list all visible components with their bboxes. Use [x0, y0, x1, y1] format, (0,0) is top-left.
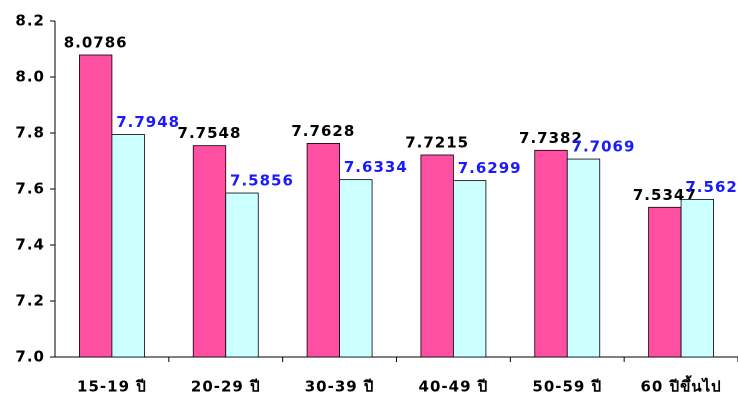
data-label: 7.6334 — [344, 158, 408, 176]
bar — [420, 154, 454, 358]
x-tick-label: 15-19 ปี — [77, 378, 147, 396]
y-tick-label: 7.0 — [15, 348, 45, 366]
data-label: 7.5347 — [633, 186, 697, 204]
y-tick-label: 7.6 — [15, 180, 45, 198]
data-label: 7.7548 — [178, 124, 242, 142]
data-label: 8.0786 — [64, 33, 128, 51]
x-tick-label: 50-59 ปี — [532, 378, 602, 396]
bar — [79, 54, 113, 358]
bar — [453, 180, 487, 358]
bar — [680, 198, 714, 358]
bar — [306, 143, 340, 358]
data-label: 7.7382 — [519, 129, 583, 147]
y-tick-label: 8.2 — [15, 12, 45, 30]
y-tick-label: 8.0 — [15, 68, 45, 86]
x-tick-label: 20-29 ปี — [191, 378, 261, 396]
bar — [566, 158, 601, 358]
y-tick-label: 7.2 — [15, 292, 45, 310]
data-label: 7.5629 — [685, 178, 738, 196]
data-label: 7.7215 — [405, 133, 469, 151]
bar — [339, 179, 373, 358]
y-tick-label: 7.4 — [15, 236, 45, 254]
data-label: 7.7948 — [116, 113, 180, 131]
x-tick-label: 60 ปีขึ้นไป — [640, 375, 721, 396]
x-tick-label: 40-49 ปี — [419, 378, 489, 396]
data-label: 7.7628 — [291, 122, 355, 140]
y-tick-label: 7.8 — [15, 124, 45, 142]
data-label: 7.7069 — [572, 138, 636, 156]
bar — [192, 145, 227, 358]
bar — [225, 192, 259, 358]
bar — [534, 149, 568, 358]
bar — [111, 134, 145, 358]
data-label: 7.5856 — [230, 172, 294, 190]
bar — [648, 206, 682, 358]
x-tick-label: 30-39 ปี — [305, 378, 375, 396]
data-label: 7.6299 — [458, 159, 522, 177]
